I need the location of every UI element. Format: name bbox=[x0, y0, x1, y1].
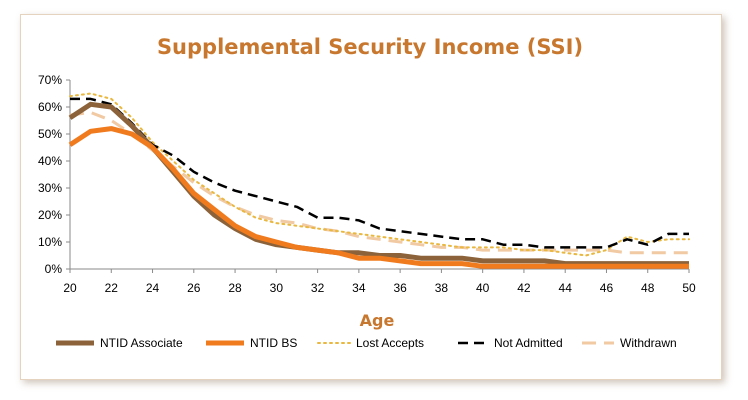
y-tick-label: 40% bbox=[38, 154, 62, 168]
y-tick-label: 20% bbox=[38, 208, 62, 222]
x-tick-label: 32 bbox=[311, 281, 325, 295]
x-tick-label: 34 bbox=[352, 281, 366, 295]
x-tick-label: 30 bbox=[270, 281, 284, 295]
x-tick-label: 40 bbox=[476, 281, 490, 295]
x-tick-label: 20 bbox=[63, 281, 77, 295]
series-line-not-admitted bbox=[70, 97, 689, 249]
legend-label: Lost Accepts bbox=[356, 336, 424, 350]
y-tick-label: 0% bbox=[45, 262, 63, 276]
series-line-withdrawn bbox=[69, 110, 689, 255]
y-tick-label: 60% bbox=[38, 100, 62, 114]
series-line-lost-accepts bbox=[69, 92, 690, 257]
x-axis-label: Age bbox=[360, 311, 395, 330]
series-line-ntid-bs bbox=[68, 126, 689, 269]
y-tick-label: 70% bbox=[38, 73, 62, 87]
x-tick-label: 46 bbox=[600, 281, 614, 295]
chart-card bbox=[20, 14, 722, 380]
x-tick-label: 22 bbox=[105, 281, 119, 295]
legend-label: Withdrawn bbox=[620, 336, 677, 350]
axes bbox=[69, 80, 689, 270]
x-tick-label: 42 bbox=[517, 281, 531, 295]
legend-label: NTID BS bbox=[250, 336, 297, 350]
tick-labels: 0% 10% 20% 30% 40% 50% 60% 70% 20 22 24 26 28 30 32 34 3… bbox=[38, 73, 696, 295]
x-tick-label: 36 bbox=[393, 281, 407, 295]
y-tick-label: 10% bbox=[38, 235, 62, 249]
x-tick-label: 44 bbox=[559, 281, 573, 295]
y-tick-label: 30% bbox=[38, 181, 62, 195]
x-tick-label: 26 bbox=[187, 281, 201, 295]
legend-label: Not Admitted bbox=[494, 336, 563, 350]
x-tick-label: 28 bbox=[228, 281, 242, 295]
legend: NTID Associate NTID BS Lost Accepts Not Adm… bbox=[56, 336, 677, 350]
chart-title: Supplemental Security Income (SSI) bbox=[157, 35, 583, 59]
legend-label: NTID Associate bbox=[100, 336, 183, 350]
x-tick-label: 50 bbox=[682, 281, 696, 295]
x-tick-label: 48 bbox=[641, 281, 655, 295]
x-tick-label: 38 bbox=[435, 281, 449, 295]
y-tick-label: 50% bbox=[38, 127, 62, 141]
series-layer bbox=[68, 92, 690, 269]
x-tick-label: 24 bbox=[146, 281, 160, 295]
